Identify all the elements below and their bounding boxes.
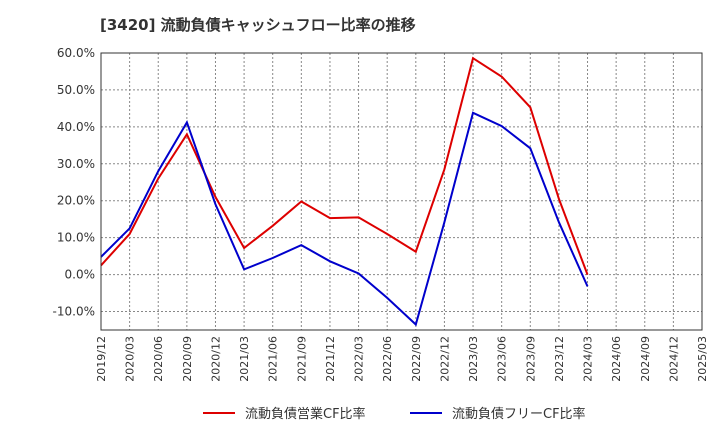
x-tick-label: 2024/12 xyxy=(667,336,680,382)
x-tick-label: 2020/06 xyxy=(152,336,165,382)
x-tick-label: 2021/06 xyxy=(267,336,280,382)
x-tick-label: 2021/12 xyxy=(324,336,337,382)
x-tick-label: 2020/03 xyxy=(124,336,137,382)
y-tick-label: -10.0% xyxy=(53,305,95,319)
x-tick-label: 2023/12 xyxy=(553,336,566,382)
y-tick-label: 0.0% xyxy=(65,268,96,282)
plot-frame xyxy=(100,52,703,331)
x-tick-label: 2020/09 xyxy=(181,336,194,382)
y-tick-label: 20.0% xyxy=(57,194,95,208)
x-tick-label: 2025/03 xyxy=(696,336,709,382)
series-line-2 xyxy=(100,111,589,327)
x-tick-label: 2023/09 xyxy=(524,336,537,382)
legend-label-1: 流動負債営業CF比率 xyxy=(245,406,366,422)
y-tick-label: 50.0% xyxy=(57,83,95,97)
series-lines xyxy=(100,56,589,327)
y-tick-label: 30.0% xyxy=(57,157,95,171)
chart-title: [3420] 流動負債キャッシュフロー比率の推移 xyxy=(100,16,416,34)
x-tick-label: 2022/06 xyxy=(381,336,394,382)
x-tick-label: 2024/09 xyxy=(639,336,652,382)
legend: 流動負債営業CF比率 流動負債フリーCF比率 xyxy=(203,406,586,422)
y-axis-ticks: 60.0% 50.0% 40.0% 30.0% 20.0% 10.0% 0.0% -10.0% xyxy=(53,46,95,319)
legend-label-2: 流動負債フリーCF比率 xyxy=(452,406,586,422)
x-tick-label: 2024/06 xyxy=(610,336,623,382)
x-tick-label: 2022/12 xyxy=(438,336,451,382)
x-tick-label: 2022/03 xyxy=(353,336,366,382)
x-tick-label: 2020/12 xyxy=(209,336,222,382)
x-tick-label: 2023/06 xyxy=(496,336,509,382)
y-tick-label: 60.0% xyxy=(57,46,95,60)
x-axis-ticks: 2019/12 2020/03 2020/06 2020/09 2020/12 2021/… xyxy=(95,336,709,382)
x-tick-label: 2019/12 xyxy=(95,336,108,382)
x-tick-label: 2021/03 xyxy=(238,336,251,382)
grid-lines xyxy=(100,52,703,330)
x-tick-label: 2021/09 xyxy=(295,336,308,382)
series-line-1 xyxy=(100,56,589,275)
x-tick-label: 2022/09 xyxy=(410,336,423,382)
x-tick-label: 2024/03 xyxy=(582,336,595,382)
y-tick-label: 10.0% xyxy=(57,231,95,245)
x-tick-label: 2023/03 xyxy=(467,336,480,382)
y-tick-label: 40.0% xyxy=(57,120,95,134)
